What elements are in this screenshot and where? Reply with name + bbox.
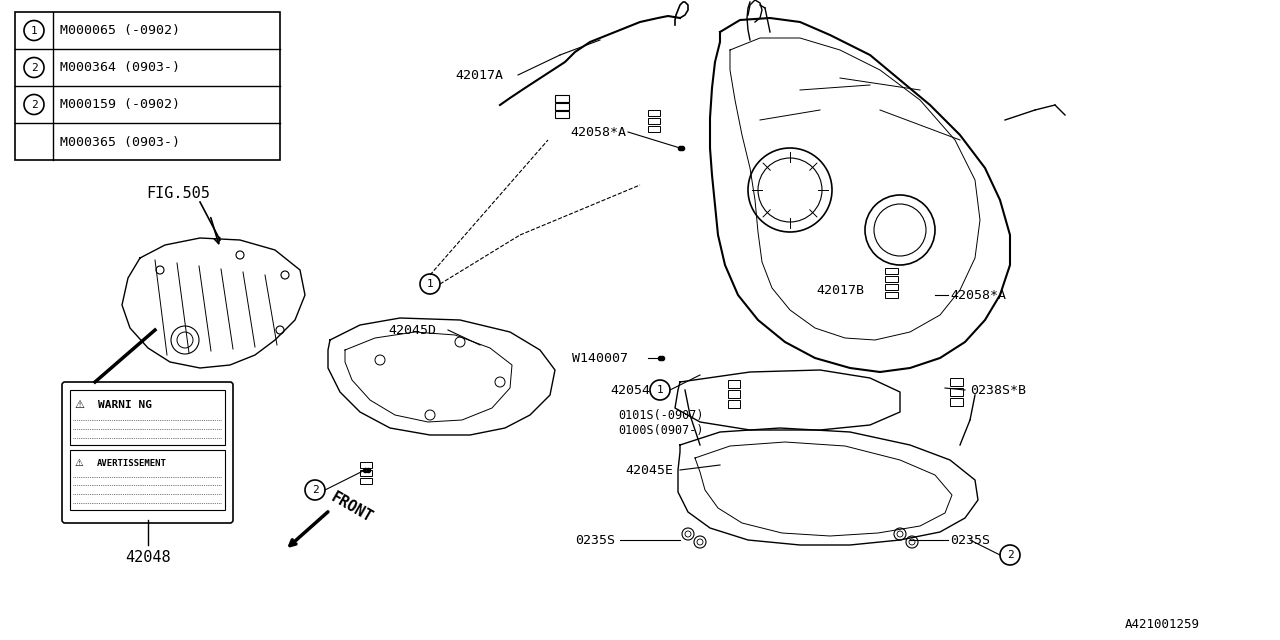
Text: 1: 1 (426, 279, 434, 289)
Text: 0101S(-0907): 0101S(-0907) (618, 408, 704, 422)
FancyBboxPatch shape (15, 12, 280, 160)
Text: A421001259: A421001259 (1125, 618, 1201, 632)
Bar (884, 276, 899, 282)
Polygon shape (675, 370, 900, 430)
Bar (884, 268, 899, 274)
Text: 0235S: 0235S (950, 534, 989, 547)
Text: W140007: W140007 (572, 351, 628, 365)
Bar (556, 103, 570, 110)
Text: WARNI NG: WARNI NG (99, 400, 152, 410)
Bar (648, 110, 660, 116)
Bar (728, 400, 740, 408)
Text: AVERTISSEMENT: AVERTISSEMENT (97, 458, 166, 467)
Text: 0100S(0907-): 0100S(0907-) (618, 424, 704, 436)
Bar (950, 388, 963, 396)
Polygon shape (678, 428, 978, 545)
Bar (556, 111, 570, 118)
Text: 0235S: 0235S (575, 534, 614, 547)
Text: FIG.505: FIG.505 (146, 186, 210, 200)
Bar (648, 118, 660, 124)
Text: 42045E: 42045E (625, 463, 673, 477)
Bar (884, 284, 899, 290)
Text: 2: 2 (31, 99, 37, 109)
FancyBboxPatch shape (70, 450, 225, 510)
Bar (556, 95, 570, 102)
Text: 42017B: 42017B (817, 284, 864, 296)
Text: FRONT: FRONT (328, 490, 375, 526)
Bar (728, 390, 740, 398)
Text: ⚠: ⚠ (74, 400, 84, 410)
Bar (360, 478, 372, 484)
Text: ⚠: ⚠ (74, 458, 83, 468)
Text: M000364 (0903-): M000364 (0903-) (60, 61, 180, 74)
Text: 42054: 42054 (611, 383, 650, 397)
Bar (950, 378, 963, 386)
Text: M000159 (-0902): M000159 (-0902) (60, 98, 180, 111)
Bar (884, 292, 899, 298)
FancyBboxPatch shape (70, 390, 225, 445)
Bar (728, 380, 740, 388)
Text: 42045D: 42045D (388, 323, 436, 337)
Text: 2: 2 (311, 485, 319, 495)
Text: 42058*A: 42058*A (950, 289, 1006, 301)
Bar (648, 126, 660, 132)
Text: M000365 (0903-): M000365 (0903-) (60, 136, 180, 148)
Bar (360, 470, 372, 476)
Text: 2: 2 (31, 63, 37, 72)
FancyBboxPatch shape (61, 382, 233, 523)
Text: M000065 (-0902): M000065 (-0902) (60, 24, 180, 37)
Text: 1: 1 (31, 26, 37, 35)
Text: 0238S*B: 0238S*B (970, 383, 1027, 397)
Text: 2: 2 (1006, 550, 1014, 560)
Polygon shape (710, 18, 1010, 372)
Polygon shape (328, 318, 556, 435)
Text: 42048: 42048 (124, 550, 170, 566)
Text: 42058*A: 42058*A (570, 125, 626, 138)
Bar (360, 462, 372, 468)
Text: 1: 1 (657, 385, 663, 395)
Bar (950, 398, 963, 406)
Text: 42017A: 42017A (454, 68, 503, 81)
